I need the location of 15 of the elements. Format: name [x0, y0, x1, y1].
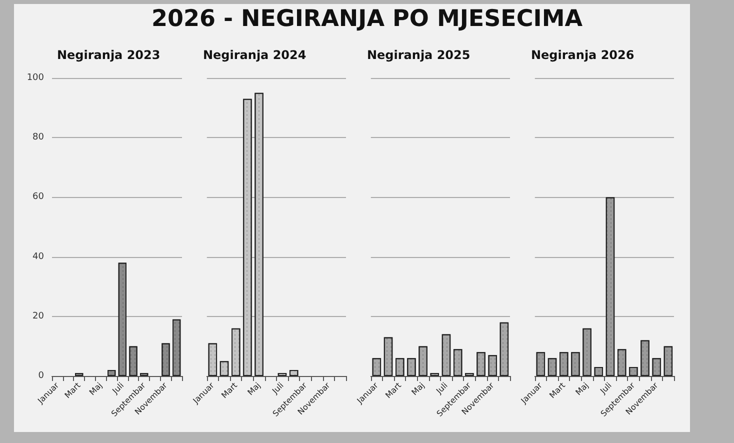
- x-tick-label: Maj: [246, 380, 262, 398]
- y-tick-label: 40: [32, 252, 44, 262]
- y-tick-label: 80: [32, 132, 44, 143]
- y-tick-label: 60: [32, 192, 44, 202]
- chart-title: Negiranja 2025: [367, 48, 470, 62]
- x-tick-label: Maj: [574, 380, 590, 398]
- x-tick-label: Maj: [410, 380, 426, 398]
- chart-title: Negiranja 2023: [57, 48, 160, 62]
- y-tick-label: 0: [38, 371, 44, 381]
- chart-title: Negiranja 2024: [203, 48, 306, 62]
- y-tick-label: 100: [26, 73, 44, 83]
- chart-title: Negiranja 2026: [531, 48, 634, 62]
- y-tick-label: 20: [32, 311, 44, 322]
- text: 2026 - NEGIRANJA PO MJESECIMA: [150, 6, 584, 32]
- x-tick-label: Maj: [88, 380, 104, 398]
